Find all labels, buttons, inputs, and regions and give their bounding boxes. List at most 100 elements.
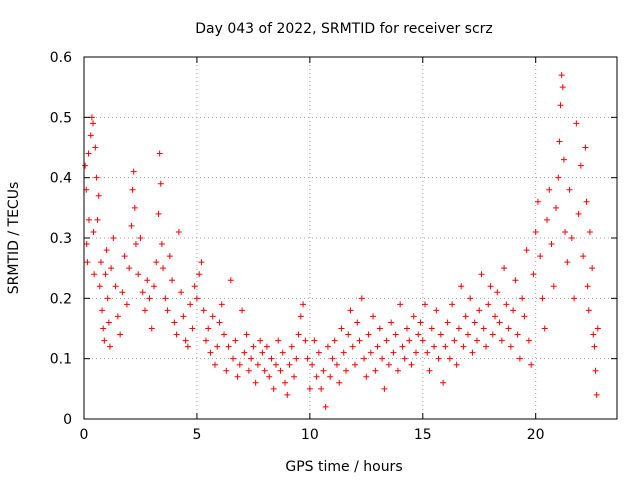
data-point xyxy=(365,331,372,338)
data-point xyxy=(95,192,102,199)
data-point xyxy=(564,259,571,266)
data-point xyxy=(148,325,155,332)
data-point xyxy=(505,325,512,332)
data-point xyxy=(469,349,476,356)
data-point xyxy=(275,337,282,344)
data-point xyxy=(90,228,97,235)
data-point xyxy=(528,361,535,368)
data-point xyxy=(422,301,429,308)
data-point xyxy=(105,319,112,326)
data-point xyxy=(315,349,322,356)
data-point xyxy=(193,295,200,302)
data-point xyxy=(318,385,325,392)
data-point xyxy=(559,84,566,91)
data-point xyxy=(591,343,598,350)
data-point xyxy=(155,210,162,217)
data-point xyxy=(558,72,565,79)
data-point xyxy=(489,331,496,338)
data-point xyxy=(100,325,107,332)
data-point xyxy=(306,385,313,392)
data-point xyxy=(519,295,526,302)
data-point xyxy=(157,180,164,187)
data-point xyxy=(514,331,521,338)
data-point xyxy=(205,325,212,332)
data-point xyxy=(101,337,108,344)
data-point xyxy=(214,343,221,350)
data-point xyxy=(282,379,289,386)
data-point xyxy=(288,343,295,350)
data-point xyxy=(284,391,291,398)
data-point xyxy=(390,349,397,356)
data-point xyxy=(431,343,438,350)
data-point xyxy=(82,162,89,169)
data-point xyxy=(446,355,453,362)
data-point xyxy=(478,271,485,278)
data-point xyxy=(467,295,474,302)
data-point xyxy=(324,343,331,350)
data-point xyxy=(87,132,94,139)
data-point xyxy=(363,373,370,380)
data-point xyxy=(171,319,178,326)
data-point xyxy=(358,295,365,302)
data-point xyxy=(537,253,544,260)
data-point xyxy=(562,228,569,235)
data-point xyxy=(437,331,444,338)
data-point xyxy=(571,295,578,302)
data-point xyxy=(268,355,275,362)
data-point xyxy=(232,337,239,344)
data-point xyxy=(582,144,589,151)
data-point xyxy=(516,355,523,362)
data-point xyxy=(141,307,148,314)
y-tick-label: 0.1 xyxy=(50,352,72,368)
data-point xyxy=(550,283,557,290)
data-point xyxy=(200,307,207,314)
data-point xyxy=(352,361,359,368)
data-point xyxy=(221,331,228,338)
data-point xyxy=(114,313,121,320)
data-point xyxy=(225,343,232,350)
grid xyxy=(84,57,617,419)
x-tick-label: 15 xyxy=(414,427,432,443)
data-point xyxy=(498,337,505,344)
data-point xyxy=(496,319,503,326)
data-point xyxy=(566,186,573,193)
data-point xyxy=(128,222,135,229)
data-point xyxy=(593,391,600,398)
data-points xyxy=(82,72,601,410)
data-point xyxy=(245,367,252,374)
data-point xyxy=(397,301,404,308)
data-point xyxy=(297,313,304,320)
data-point xyxy=(480,325,487,332)
data-point xyxy=(169,277,176,284)
data-point xyxy=(424,349,431,356)
data-point xyxy=(293,355,300,362)
data-point xyxy=(102,271,109,278)
data-point xyxy=(532,228,539,235)
data-point xyxy=(453,361,460,368)
data-point xyxy=(399,343,406,350)
data-point xyxy=(583,198,590,205)
data-point xyxy=(460,343,467,350)
data-point xyxy=(503,301,510,308)
data-point xyxy=(129,186,136,193)
data-point xyxy=(338,325,345,332)
y-tick-label: 0.4 xyxy=(50,171,72,187)
x-tick-label: 5 xyxy=(192,427,201,443)
data-point xyxy=(207,349,214,356)
data-point xyxy=(471,319,478,326)
data-point xyxy=(426,367,433,374)
data-point xyxy=(257,337,264,344)
data-point xyxy=(523,247,530,254)
y-axis-label: SRMTID / TECUs xyxy=(6,182,22,295)
data-point xyxy=(451,337,458,344)
y-tick-label: 0.5 xyxy=(50,110,72,126)
data-point xyxy=(374,343,381,350)
data-point xyxy=(442,343,449,350)
data-point xyxy=(340,349,347,356)
data-point xyxy=(286,361,293,368)
data-point xyxy=(530,271,537,278)
data-point xyxy=(277,367,284,374)
data-point xyxy=(331,337,338,344)
data-point xyxy=(462,313,469,320)
data-point xyxy=(485,301,492,308)
